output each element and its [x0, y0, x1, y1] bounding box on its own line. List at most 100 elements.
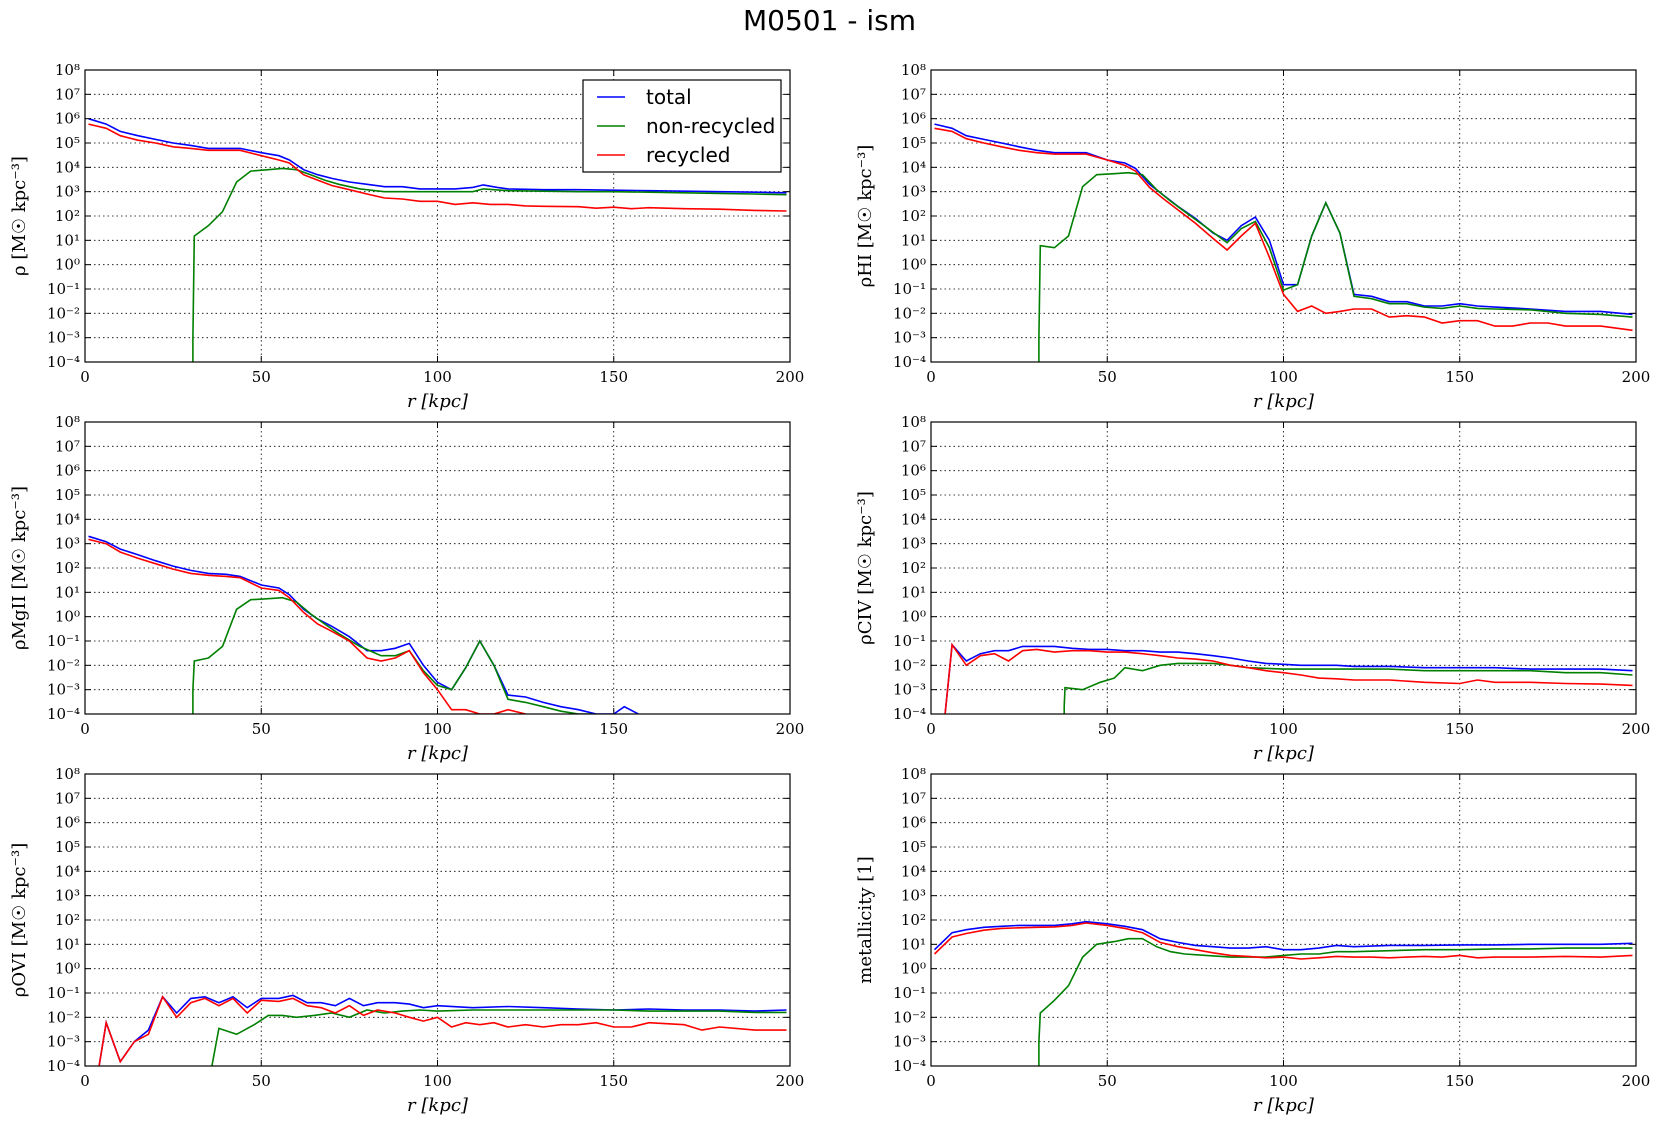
- y-axis-label: ρHI [M☉ kpc⁻³]: [855, 145, 876, 288]
- y-tick-label: 10⁷: [55, 85, 80, 103]
- y-tick-label: 10⁰: [901, 608, 926, 626]
- legend-label-non-recycled: non-recycled: [646, 114, 775, 138]
- x-tick-label: 100: [423, 368, 452, 386]
- y-tick-label: 10⁶: [55, 462, 80, 480]
- legend: total non-recycled recycled: [582, 79, 782, 173]
- y-tick-label: 10⁵: [901, 838, 926, 856]
- x-tick-label: 200: [1622, 1072, 1651, 1090]
- x-tick-label: 50: [252, 368, 271, 386]
- x-tick-label: 50: [1098, 720, 1117, 738]
- series-line-recycled: [98, 995, 787, 1066]
- x-tick-label: 200: [776, 1072, 805, 1090]
- y-axis-label: ρMgII [M☉ kpc⁻³]: [9, 486, 30, 650]
- chart-panel-2: 0 50 100 150 200 10⁻⁴ 10⁻³ 10⁻² 10⁻¹ 10⁰ 10¹ 10² 10³…: [855, 61, 1650, 412]
- series-line-recycled: [944, 642, 1633, 714]
- series-line-recycled: [88, 123, 787, 212]
- y-tick-label: 10⁵: [901, 486, 926, 504]
- y-tick-label: 10⁻¹: [47, 632, 80, 650]
- y-tick-label: 10⁻¹: [47, 984, 80, 1002]
- y-tick-label: 10²: [901, 207, 926, 225]
- series-line-recycled: [933, 922, 1633, 960]
- x-tick-label: 100: [423, 1072, 452, 1090]
- y-tick-label: 10⁻⁴: [47, 1057, 80, 1075]
- y-tick-label: 10³: [901, 887, 926, 905]
- series-line-non-recycled: [1038, 937, 1633, 1066]
- y-tick-label: 10⁻¹: [893, 280, 926, 298]
- chart-panel-4: 0 50 100 150 200 10⁻⁴ 10⁻³ 10⁻² 10⁻¹ 10⁰ 10¹ 10² 10³…: [855, 413, 1650, 764]
- y-tick-label: 10⁻²: [893, 304, 926, 322]
- y-tick-label: 10⁵: [55, 134, 80, 152]
- x-tick-label: 200: [1622, 720, 1651, 738]
- y-tick-label: 10⁻¹: [893, 632, 926, 650]
- x-axis-label: r [kpc]: [407, 391, 469, 412]
- x-tick-label: 150: [599, 720, 628, 738]
- y-tick-label: 10⁻²: [47, 304, 80, 322]
- series-line-non-recycled: [192, 596, 593, 714]
- y-axis-label: ρCIV [M☉ kpc⁻³]: [855, 491, 876, 645]
- y-tick-label: 10¹: [55, 231, 80, 249]
- y-tick-label: 10⁻³: [893, 1033, 926, 1051]
- y-tick-label: 10⁸: [55, 413, 80, 431]
- x-axis-label: r [kpc]: [1253, 1095, 1315, 1116]
- y-tick-label: 10⁵: [901, 134, 926, 152]
- x-tick-label: 200: [776, 720, 805, 738]
- y-tick-label: 10¹: [55, 583, 80, 601]
- x-tick-label: 100: [1269, 1072, 1298, 1090]
- y-tick-label: 10²: [901, 911, 926, 929]
- y-tick-label: 10⁸: [55, 61, 80, 79]
- series-line-non-recycled: [211, 1009, 787, 1066]
- y-tick-label: 10³: [901, 183, 926, 201]
- y-tick-label: 10⁻¹: [893, 984, 926, 1002]
- y-tick-label: 10⁶: [55, 814, 80, 832]
- y-tick-label: 10⁸: [901, 61, 926, 79]
- y-tick-label: 10⁵: [55, 486, 80, 504]
- x-axis-label: r [kpc]: [407, 1095, 469, 1116]
- y-tick-label: 10⁴: [55, 158, 80, 176]
- x-tick-label: 100: [1269, 720, 1298, 738]
- x-tick-label: 50: [1098, 1072, 1117, 1090]
- legend-label-recycled: recycled: [646, 143, 730, 167]
- y-tick-label: 10⁷: [901, 85, 926, 103]
- y-tick-label: 10⁷: [901, 437, 926, 455]
- chart-panel-3: 0 50 100 150 200 10⁻⁴ 10⁻³ 10⁻² 10⁻¹ 10⁰ 10¹ 10² 10³…: [9, 413, 804, 764]
- y-tick-label: 10⁻³: [893, 329, 926, 347]
- legend-label-total: total: [646, 85, 692, 109]
- y-tick-label: 10⁻⁴: [893, 705, 926, 723]
- x-axis-label: r [kpc]: [1253, 743, 1315, 764]
- x-tick-label: 100: [1269, 368, 1298, 386]
- x-tick-label: 150: [1445, 368, 1474, 386]
- series-line-non-recycled: [1063, 662, 1633, 714]
- y-tick-label: 10⁶: [901, 462, 926, 480]
- x-tick-label: 0: [926, 720, 936, 738]
- x-tick-label: 100: [423, 720, 452, 738]
- series-line-total: [944, 642, 1633, 714]
- y-tick-label: 10⁸: [901, 413, 926, 431]
- series-line-total: [934, 123, 1633, 316]
- series-line-total: [933, 920, 1633, 951]
- series-line-non-recycled: [1038, 171, 1633, 362]
- x-tick-label: 150: [1445, 1072, 1474, 1090]
- y-tick-label: 10³: [901, 535, 926, 553]
- y-tick-label: 10³: [55, 183, 80, 201]
- y-tick-label: 10⁴: [55, 862, 80, 880]
- y-tick-label: 10⁻²: [893, 656, 926, 674]
- x-tick-label: 0: [80, 720, 90, 738]
- x-tick-label: 50: [252, 720, 271, 738]
- x-tick-label: 0: [926, 1072, 936, 1090]
- y-tick-label: 10⁻³: [47, 329, 80, 347]
- y-tick-label: 10³: [55, 887, 80, 905]
- y-tick-label: 10⁻¹: [47, 280, 80, 298]
- x-tick-label: 200: [1622, 368, 1651, 386]
- y-tick-label: 10⁴: [901, 158, 926, 176]
- y-tick-label: 10⁻³: [47, 1033, 80, 1051]
- x-tick-label: 150: [599, 368, 628, 386]
- y-tick-label: 10²: [55, 911, 80, 929]
- y-tick-label: 10⁴: [901, 862, 926, 880]
- y-tick-label: 10⁻²: [893, 1008, 926, 1026]
- y-tick-label: 10⁸: [55, 765, 80, 783]
- x-axis-label: r [kpc]: [1253, 391, 1315, 412]
- x-tick-label: 0: [926, 368, 936, 386]
- y-tick-label: 10¹: [55, 935, 80, 953]
- chart-panel-6: 0 50 100 150 200 10⁻⁴ 10⁻³ 10⁻² 10⁻¹ 10⁰ 10¹ 10² 10³…: [855, 765, 1650, 1116]
